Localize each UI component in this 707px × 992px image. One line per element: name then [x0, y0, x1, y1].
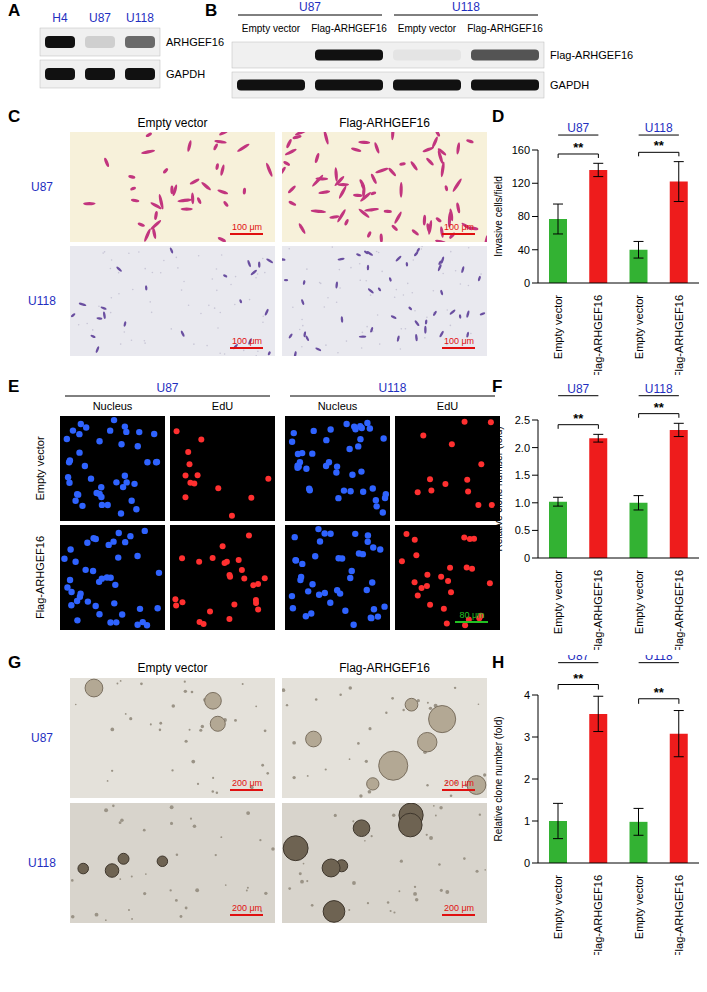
- svg-text:**: **: [573, 140, 584, 155]
- svg-text:Empty vector: Empty vector: [137, 116, 207, 130]
- svg-text:200 μm: 200 μm: [444, 903, 474, 913]
- svg-text:3: 3: [524, 731, 530, 743]
- svg-text:40: 40: [518, 244, 530, 256]
- svg-text:0: 0: [524, 552, 530, 564]
- svg-text:80 μm: 80 μm: [459, 610, 484, 620]
- svg-text:200 μm: 200 μm: [232, 903, 262, 913]
- svg-text:Nucleus: Nucleus: [318, 400, 358, 412]
- svg-text:U118: U118: [452, 0, 480, 14]
- svg-text:200 μm: 200 μm: [232, 778, 262, 788]
- svg-text:Empty vector: Empty vector: [242, 23, 301, 34]
- svg-text:Empty vector: Empty vector: [34, 436, 46, 501]
- svg-text:Flag-ARHGEF16: Flag-ARHGEF16: [592, 570, 604, 650]
- svg-text:**: **: [573, 411, 584, 426]
- svg-text:Relative clone number (fold): Relative clone number (fold): [493, 426, 504, 551]
- svg-text:U118: U118: [28, 294, 56, 308]
- svg-text:1.0: 1.0: [515, 497, 530, 509]
- svg-text:GAPDH: GAPDH: [550, 79, 589, 91]
- svg-text:Flag-ARHGEF16: Flag-ARHGEF16: [311, 23, 387, 34]
- svg-text:Flag-ARHGEF16: Flag-ARHGEF16: [339, 116, 430, 130]
- svg-text:ARHGEF16: ARHGEF16: [166, 36, 224, 48]
- svg-text:U87: U87: [156, 381, 178, 395]
- svg-text:Flag-ARHGEF16: Flag-ARHGEF16: [339, 661, 430, 675]
- svg-text:Nucleus: Nucleus: [93, 400, 133, 412]
- svg-text:U87: U87: [89, 11, 111, 25]
- svg-text:**: **: [573, 671, 584, 686]
- svg-text:C: C: [8, 107, 20, 126]
- svg-text:200 μm: 200 μm: [444, 778, 474, 788]
- svg-text:D: D: [492, 107, 504, 126]
- svg-text:Empty vector: Empty vector: [552, 875, 564, 940]
- svg-text:A: A: [8, 1, 20, 20]
- svg-text:1: 1: [524, 815, 530, 827]
- svg-text:Empty vector: Empty vector: [633, 570, 645, 635]
- svg-text:Empty vector: Empty vector: [137, 661, 207, 675]
- svg-text:120: 120: [512, 177, 530, 189]
- svg-text:Flag-ARHGEF16: Flag-ARHGEF16: [467, 23, 543, 34]
- svg-text:Flag-ARHGEF16: Flag-ARHGEF16: [34, 536, 46, 619]
- svg-text:Flag-ARHGEF16: Flag-ARHGEF16: [592, 875, 604, 955]
- svg-text:2.5: 2.5: [515, 414, 530, 426]
- svg-text:100 μm: 100 μm: [232, 336, 262, 346]
- svg-text:U118: U118: [645, 121, 673, 135]
- svg-text:H: H: [492, 653, 504, 672]
- svg-text:1.5: 1.5: [515, 469, 530, 481]
- svg-text:Flag-ARHGEF16: Flag-ARHGEF16: [592, 295, 604, 375]
- svg-text:80: 80: [518, 210, 530, 222]
- svg-text:U118: U118: [645, 382, 673, 396]
- svg-text:0.5: 0.5: [515, 524, 530, 536]
- svg-text:U87: U87: [567, 121, 589, 135]
- svg-text:2: 2: [524, 773, 530, 785]
- svg-text:Flag-ARHGEF16: Flag-ARHGEF16: [673, 570, 685, 650]
- svg-text:100 μm: 100 μm: [444, 336, 474, 346]
- svg-text:EdU: EdU: [212, 400, 233, 412]
- svg-text:**: **: [654, 400, 665, 415]
- svg-text:EdU: EdU: [437, 400, 458, 412]
- svg-text:U87: U87: [299, 0, 321, 14]
- svg-text:Relative clone number (fold): Relative clone number (fold): [493, 716, 504, 841]
- svg-text:100 μm: 100 μm: [444, 222, 474, 232]
- svg-text:H4: H4: [52, 11, 68, 25]
- svg-text:Empty vector: Empty vector: [552, 570, 564, 635]
- svg-text:Flag-ARHGEF16: Flag-ARHGEF16: [550, 49, 633, 61]
- svg-text:2.0: 2.0: [515, 442, 530, 454]
- svg-text:Flag-ARHGEF16: Flag-ARHGEF16: [673, 295, 685, 375]
- svg-text:F: F: [492, 377, 502, 396]
- svg-text:**: **: [654, 685, 665, 700]
- svg-text:Empty vector: Empty vector: [552, 295, 564, 360]
- svg-text:E: E: [8, 377, 19, 396]
- svg-text:Empty vector: Empty vector: [398, 23, 457, 34]
- svg-text:G: G: [8, 653, 21, 672]
- svg-text:Empty vector: Empty vector: [633, 875, 645, 940]
- svg-text:Invasive cells/field: Invasive cells/field: [493, 176, 504, 257]
- svg-text:100 μm: 100 μm: [232, 222, 262, 232]
- svg-text:U118: U118: [379, 381, 407, 395]
- svg-text:B: B: [205, 1, 217, 20]
- svg-text:U87: U87: [31, 731, 53, 745]
- svg-text:Empty vector: Empty vector: [633, 295, 645, 360]
- svg-text:0: 0: [524, 857, 530, 869]
- svg-text:0: 0: [524, 277, 530, 289]
- svg-text:U87: U87: [567, 382, 589, 396]
- svg-text:Flag-ARHGEF16: Flag-ARHGEF16: [673, 875, 685, 955]
- svg-text:160: 160: [512, 144, 530, 156]
- svg-text:GAPDH: GAPDH: [166, 68, 205, 80]
- svg-text:U118: U118: [126, 11, 154, 25]
- svg-text:U118: U118: [28, 856, 56, 870]
- svg-text:4: 4: [524, 689, 530, 701]
- svg-text:U87: U87: [31, 180, 53, 194]
- svg-text:U87: U87: [567, 655, 589, 663]
- svg-text:U118: U118: [645, 655, 673, 663]
- svg-text:**: **: [654, 138, 665, 153]
